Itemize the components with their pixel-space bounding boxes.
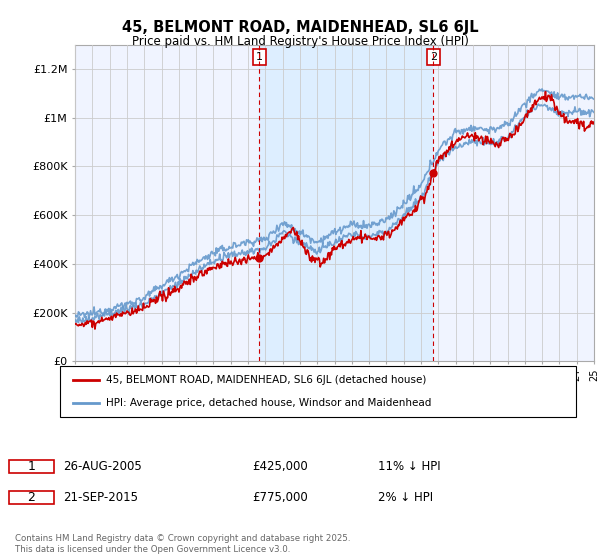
- Text: 1: 1: [256, 52, 263, 62]
- Text: HPI: Average price, detached house, Windsor and Maidenhead: HPI: Average price, detached house, Wind…: [106, 398, 432, 408]
- Text: 45, BELMONT ROAD, MAIDENHEAD, SL6 6JL: 45, BELMONT ROAD, MAIDENHEAD, SL6 6JL: [122, 20, 478, 35]
- Text: 2: 2: [28, 491, 35, 505]
- Text: £775,000: £775,000: [252, 491, 308, 505]
- Text: 45, BELMONT ROAD, MAIDENHEAD, SL6 6JL (detached house): 45, BELMONT ROAD, MAIDENHEAD, SL6 6JL (d…: [106, 375, 427, 385]
- FancyBboxPatch shape: [9, 492, 54, 505]
- Text: 1: 1: [28, 460, 35, 473]
- Text: 26-AUG-2005: 26-AUG-2005: [63, 460, 142, 473]
- Text: 11% ↓ HPI: 11% ↓ HPI: [378, 460, 440, 473]
- Bar: [259, 45, 433, 361]
- Text: 21-SEP-2015: 21-SEP-2015: [63, 491, 138, 505]
- Text: 2% ↓ HPI: 2% ↓ HPI: [378, 491, 433, 505]
- FancyBboxPatch shape: [9, 460, 54, 473]
- Text: £425,000: £425,000: [252, 460, 308, 473]
- Text: Price paid vs. HM Land Registry's House Price Index (HPI): Price paid vs. HM Land Registry's House …: [131, 35, 469, 48]
- Text: Contains HM Land Registry data © Crown copyright and database right 2025.
This d: Contains HM Land Registry data © Crown c…: [15, 534, 350, 554]
- FancyBboxPatch shape: [60, 366, 576, 417]
- Text: 2: 2: [430, 52, 437, 62]
